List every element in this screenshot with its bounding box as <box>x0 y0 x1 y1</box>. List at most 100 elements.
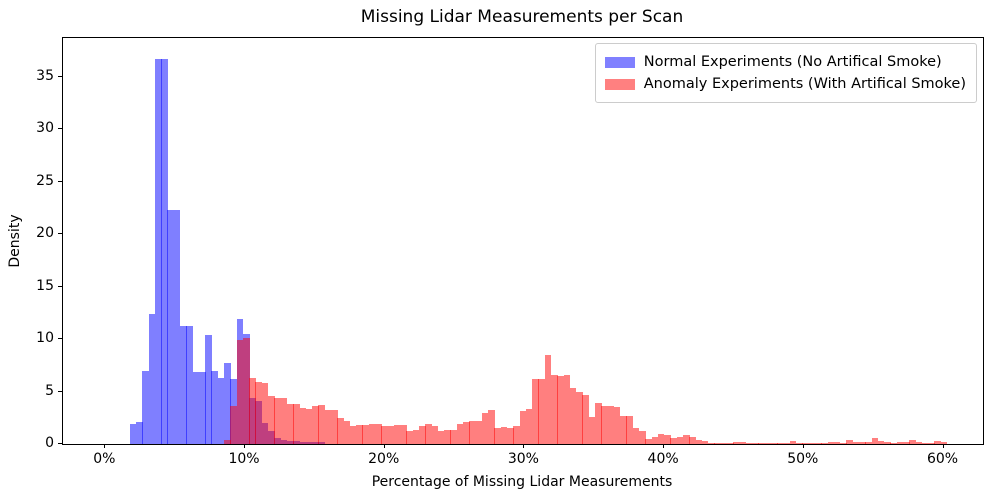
legend-item-normal: Normal Experiments (No Artifical Smoke) <box>604 51 966 73</box>
histogram-bar <box>224 439 231 444</box>
histogram-bar <box>620 415 627 444</box>
histogram-bar <box>192 371 200 444</box>
histogram-bar <box>840 442 847 444</box>
histogram-bar <box>173 209 181 444</box>
histogram-bar <box>877 440 885 444</box>
histogram-bar <box>846 440 853 444</box>
histogram-bar <box>940 441 948 444</box>
histogram-bar <box>569 388 577 444</box>
histogram-bar <box>236 340 244 444</box>
histogram-bar <box>796 442 803 444</box>
histogram-bar <box>374 424 382 444</box>
histogram-bar <box>544 354 552 444</box>
histogram-bar <box>871 438 879 444</box>
histogram-bar <box>318 405 325 444</box>
histogram-bar <box>695 439 703 444</box>
x-tick-mark <box>104 444 106 448</box>
histogram-bar <box>588 416 596 444</box>
histogram-bar <box>689 436 696 444</box>
y-tick-label: 30 <box>36 120 54 136</box>
histogram-bar <box>777 443 784 444</box>
histogram-bar <box>280 397 288 444</box>
x-tick-label: 50% <box>787 451 819 467</box>
histogram-bar <box>337 417 344 444</box>
histogram-bar <box>613 407 621 444</box>
histogram-bar <box>211 370 219 444</box>
histogram-bar <box>557 375 564 444</box>
y-tick-label: 25 <box>36 172 54 189</box>
histogram-bar <box>268 395 275 444</box>
legend-label-normal: Normal Experiments (No Artifical Smoke) <box>643 54 942 70</box>
histogram-bar <box>739 441 747 444</box>
histogram-bar <box>343 420 351 444</box>
histogram-bar <box>180 326 187 444</box>
histogram-bar <box>136 421 143 444</box>
histogram-bar <box>481 413 489 444</box>
histogram-bar <box>525 409 533 444</box>
histogram-bar <box>909 440 916 444</box>
histogram-bar <box>701 441 709 444</box>
histogram-bar <box>802 443 809 444</box>
histogram-bar <box>400 425 407 444</box>
histogram-bar <box>293 404 300 444</box>
histogram-bar <box>224 363 231 444</box>
legend: Normal Experiments (No Artifical Smoke) … <box>594 43 977 103</box>
y-tick-mark <box>58 75 62 77</box>
histogram-bar <box>387 426 395 444</box>
y-tick-label: 0 <box>45 435 54 451</box>
y-tick-mark <box>58 285 62 287</box>
histogram-bar <box>770 443 778 444</box>
histogram-bar <box>161 58 168 444</box>
y-tick-label: 20 <box>36 225 54 241</box>
histogram-bar <box>167 209 175 444</box>
legend-item-anomaly: Anomaly Experiments (With Artifical Smok… <box>604 73 966 95</box>
histogram-bar <box>381 426 388 444</box>
histogram-bar <box>928 443 935 444</box>
histogram-bar <box>450 429 457 444</box>
histogram-bar <box>626 415 633 444</box>
x-tick-mark <box>523 444 525 448</box>
plot-area: Normal Experiments (No Artifical Smoke) … <box>62 37 984 445</box>
histogram-bar <box>393 424 401 444</box>
y-tick-label: 15 <box>36 277 54 294</box>
histogram-bar <box>368 424 376 444</box>
histogram-bar <box>286 404 294 444</box>
histogram-bar <box>638 431 646 444</box>
histogram-bar <box>758 443 765 444</box>
histogram-bar <box>142 370 149 444</box>
histogram-bar <box>921 442 929 444</box>
histogram-bar <box>827 442 835 444</box>
histogram-bar <box>934 440 941 444</box>
histogram-bar <box>563 374 571 444</box>
histogram-bar <box>789 441 797 444</box>
x-tick-label: 10% <box>228 451 260 467</box>
histogram-bar <box>714 443 721 444</box>
histogram-bar <box>475 420 483 444</box>
histogram-bar <box>406 431 413 444</box>
histogram-bar <box>852 441 860 444</box>
histogram-bar <box>896 441 904 444</box>
histogram-bar <box>437 431 445 444</box>
histogram-bar <box>330 410 338 444</box>
histogram-bar <box>821 443 828 444</box>
histogram-bar <box>261 383 269 444</box>
histogram-bar <box>645 438 652 444</box>
histogram-bar <box>129 424 137 444</box>
histogram-bar <box>708 442 715 444</box>
histogram-bar <box>865 441 872 444</box>
histogram-bar <box>299 408 307 444</box>
y-tick-mark <box>58 233 62 234</box>
histogram-bar <box>500 426 508 444</box>
histogram-bar <box>752 443 759 444</box>
x-tick-mark <box>244 444 245 448</box>
histogram-bar <box>808 443 816 444</box>
histogram-bar <box>324 410 332 444</box>
histogram-bar <box>513 425 520 444</box>
y-tick-label: 5 <box>45 382 54 399</box>
histogram-bar <box>412 430 420 444</box>
x-tick-mark <box>802 444 804 448</box>
histogram-bar <box>890 442 897 444</box>
histogram-bar <box>255 382 263 444</box>
histogram-bar <box>418 426 426 444</box>
